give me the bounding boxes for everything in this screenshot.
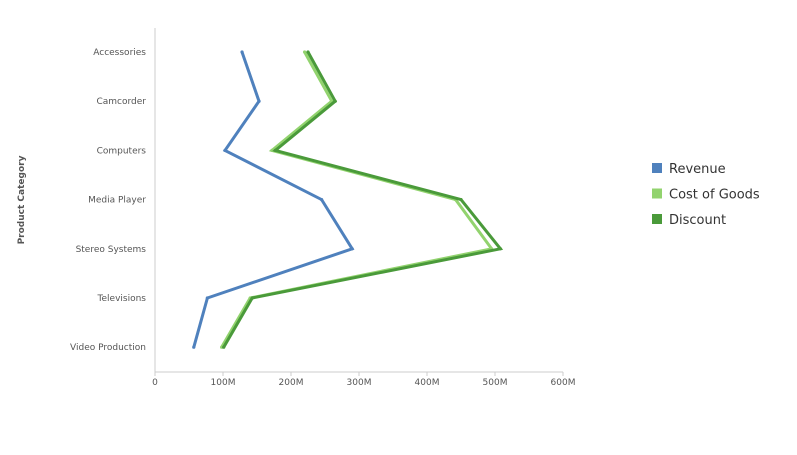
legend-label: Revenue — [669, 162, 726, 177]
x-axis-tick-labels: 0 100M 200M 300M 400M 500M 600M — [152, 372, 575, 388]
x-tick-label: 500M — [483, 378, 508, 388]
series-line-discount[interactable] — [222, 51, 504, 348]
y-tick-label: Computers — [97, 146, 147, 156]
data-point-discount[interactable] — [222, 345, 226, 349]
data-point-cost-of-goods[interactable] — [303, 50, 307, 54]
data-point-revenue[interactable] — [320, 198, 324, 202]
legend-swatch — [652, 188, 662, 199]
data-point-revenue[interactable] — [223, 148, 227, 152]
data-point-revenue[interactable] — [350, 247, 354, 251]
series-line-cost-of-goods[interactable] — [220, 51, 495, 348]
y-axis-tick-labels: Accessories Camcorder Computers Media Playe… — [70, 48, 146, 353]
data-point-revenue[interactable] — [240, 50, 244, 54]
data-point-revenue[interactable] — [205, 296, 209, 300]
y-axis-title: Product Category — [17, 155, 27, 244]
data-point-discount[interactable] — [250, 296, 254, 300]
legend-label: Cost of Goods — [669, 188, 760, 203]
y-tick-label: Accessories — [93, 48, 146, 58]
x-tick-label: 0 — [152, 378, 158, 388]
y-tick-label: Camcorder — [96, 97, 146, 107]
x-tick-label: 300M — [347, 378, 372, 388]
legend-item-cost-of-goods[interactable]: Cost of Goods — [652, 188, 760, 203]
legend-swatch — [652, 163, 662, 173]
legend[interactable]: Revenue Cost of Goods Discount — [652, 162, 760, 228]
x-tick-label: 100M — [211, 378, 236, 388]
legend-label: Discount — [669, 213, 726, 228]
y-tick-label: Video Production — [70, 343, 146, 353]
x-tick-label: 600M — [551, 378, 576, 388]
y-tick-label: Stereo Systems — [76, 245, 147, 255]
data-point-revenue[interactable] — [257, 99, 261, 103]
data-point-discount[interactable] — [459, 198, 463, 202]
y-tick-label: Media Player — [88, 196, 146, 206]
series-lines — [192, 50, 504, 349]
legend-item-revenue[interactable]: Revenue — [652, 162, 726, 177]
x-tick-label: 200M — [279, 378, 304, 388]
legend-item-discount[interactable]: Discount — [652, 213, 726, 228]
data-point-revenue[interactable] — [192, 345, 196, 349]
data-point-discount[interactable] — [333, 99, 337, 103]
x-tick-label: 400M — [415, 378, 440, 388]
y-tick-label: Televisions — [97, 294, 147, 304]
data-point-discount[interactable] — [306, 50, 310, 54]
legend-swatch — [652, 214, 662, 224]
data-point-discount[interactable] — [498, 247, 503, 251]
data-point-discount[interactable] — [273, 148, 277, 152]
